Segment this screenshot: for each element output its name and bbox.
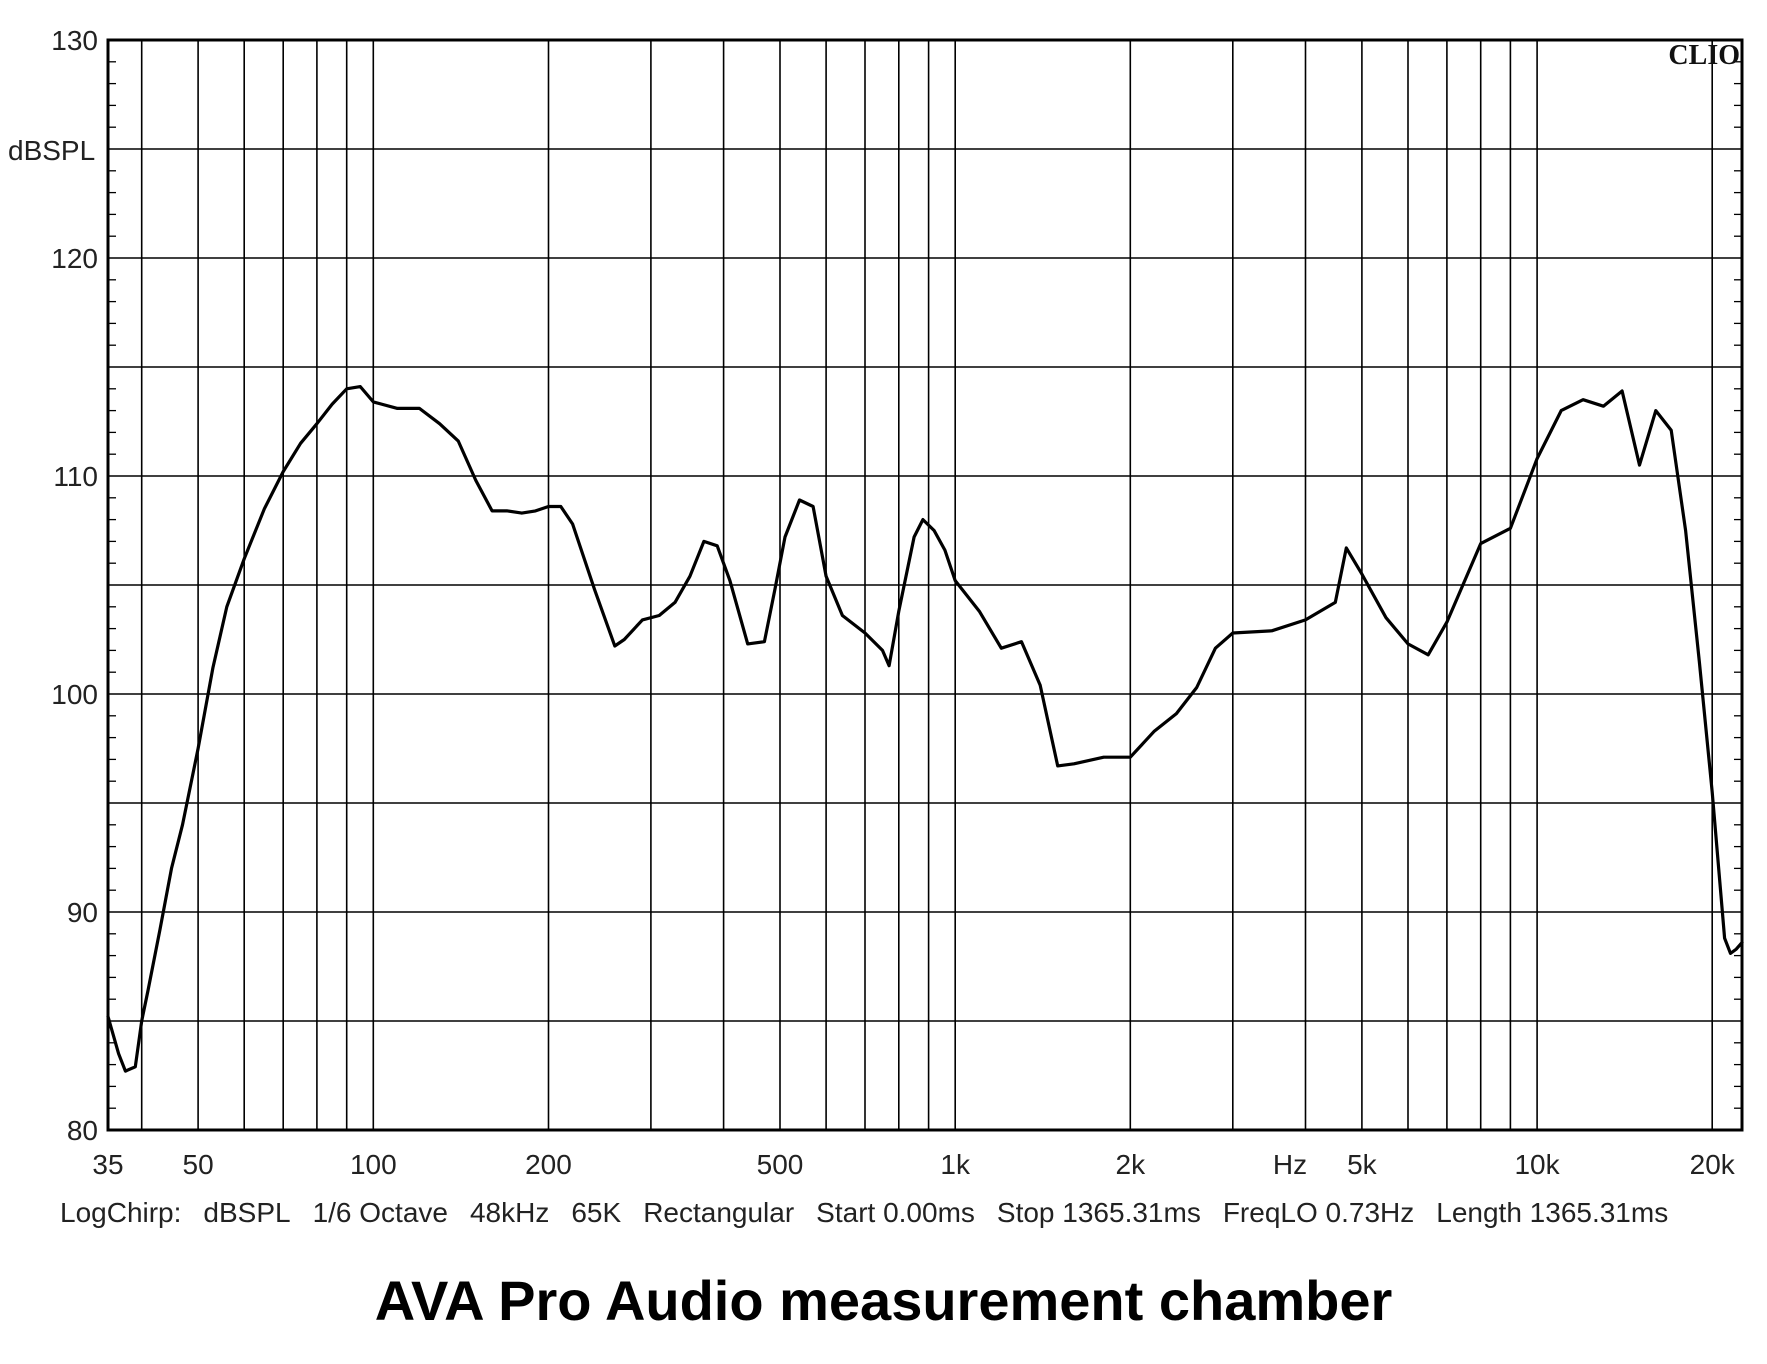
y-tick-label: 110 bbox=[53, 461, 98, 492]
info-item: 1/6 Octave bbox=[313, 1197, 448, 1228]
x-tick-label: 2k bbox=[1116, 1149, 1147, 1180]
info-item: LogChirp: bbox=[60, 1197, 181, 1228]
x-tick-label: 10k bbox=[1514, 1149, 1560, 1180]
x-tick-label: 50 bbox=[183, 1149, 214, 1180]
chart-title: AVA Pro Audio measurement chamber bbox=[374, 1269, 1393, 1332]
y-tick-labels: 130 120 110 100 90 80 bbox=[51, 25, 98, 1146]
x-tick-labels: 35 50 100 200 500 1k 2k 5k 10k 20k bbox=[92, 1149, 1735, 1180]
x-tick-label: 100 bbox=[350, 1149, 397, 1180]
y-tick-label: 90 bbox=[67, 897, 98, 928]
measurement-info-line: LogChirp: dBSPL 1/6 Octave 48kHz 65K Rectangu… bbox=[60, 1197, 1668, 1228]
y-tick-label: 80 bbox=[67, 1115, 98, 1146]
x-tick-label: 20k bbox=[1690, 1149, 1736, 1180]
info-text: LogChirp: dBSPL 1/6 Octave 48kHz 65K Rectangu… bbox=[60, 1197, 1668, 1228]
x-tick-label: 35 bbox=[92, 1149, 123, 1180]
x-axis-unit-label: Hz bbox=[1273, 1149, 1307, 1180]
x-tick-label: 1k bbox=[940, 1149, 971, 1180]
info-item: Length 1365.31ms bbox=[1436, 1197, 1668, 1228]
clio-brand-label: CLIO bbox=[1668, 40, 1740, 71]
y-tick-label: 100 bbox=[51, 679, 98, 710]
grid-lines bbox=[108, 39, 1742, 1131]
info-item: 65K bbox=[571, 1197, 621, 1228]
x-tick-label: 500 bbox=[757, 1149, 804, 1180]
info-item: FreqLO 0.73Hz bbox=[1223, 1197, 1414, 1228]
y-tick-label: 120 bbox=[51, 243, 98, 274]
info-item: 48kHz bbox=[470, 1197, 549, 1228]
response-curve bbox=[106, 385, 1744, 1073]
info-item: Start 0.00ms bbox=[816, 1197, 975, 1228]
plot-frame bbox=[106, 38, 1744, 1132]
info-item: dBSPL bbox=[203, 1197, 290, 1228]
info-item: Rectangular bbox=[643, 1197, 794, 1228]
info-item: Stop 1365.31ms bbox=[997, 1197, 1201, 1228]
y-axis-label: dBSPL bbox=[8, 135, 95, 166]
x-tick-label: 5k bbox=[1347, 1149, 1378, 1180]
x-tick-label: 200 bbox=[525, 1149, 572, 1180]
y-tick-label: 130 bbox=[51, 25, 98, 56]
